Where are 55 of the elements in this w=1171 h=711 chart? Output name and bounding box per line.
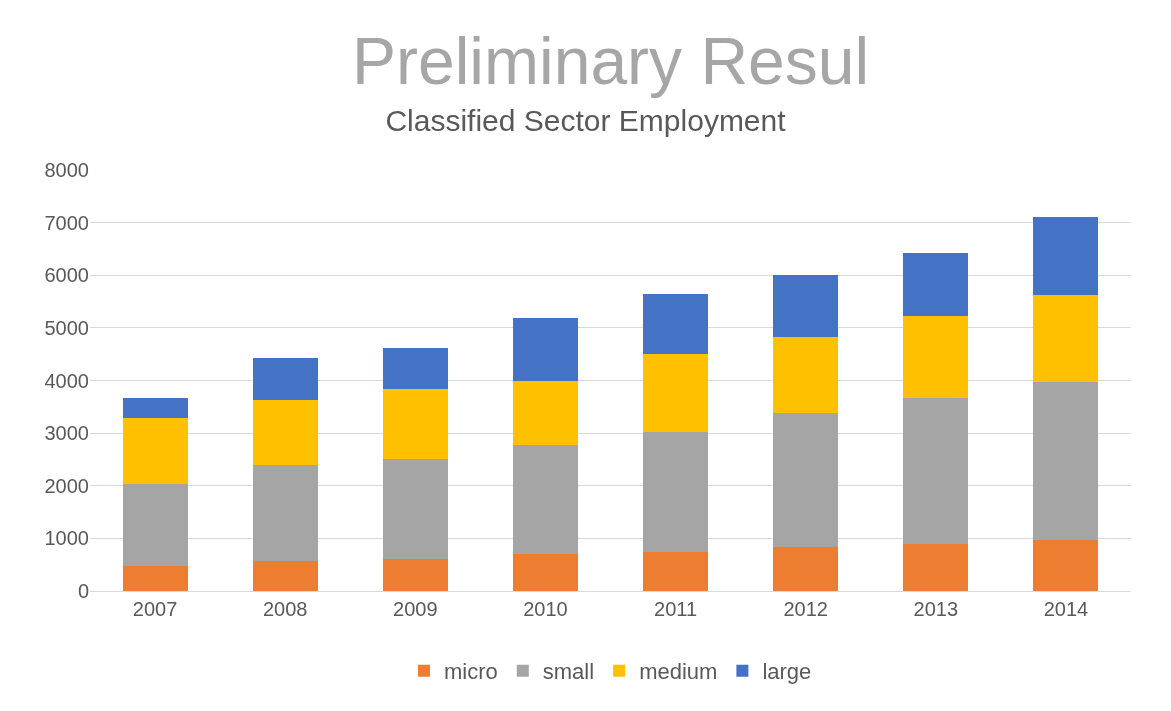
x-tick-label: 2009 [393,598,438,620]
bar [1033,217,1099,295]
bar [643,293,709,355]
bar [252,358,318,400]
bar [643,551,709,591]
x-tick-label: 2007 [132,598,178,620]
bar [1033,539,1099,591]
x-tick-label: 2011 [654,598,698,620]
bar [252,561,318,591]
bar [382,559,448,591]
y-tick-label: 8000 [44,159,89,181]
y-tick-label: 6000 [44,264,89,287]
legend-label: large [762,659,812,685]
bar [903,315,969,398]
bar [512,317,578,381]
bar [122,397,188,419]
bar [1033,381,1099,540]
y-tick-label: 5000 [44,316,89,339]
bar [382,458,448,560]
chart-title: Classified Sector Employment [385,104,787,138]
bar [252,465,318,561]
bar [903,253,969,316]
y-tick-label: 1000 [44,527,89,550]
y-tick-label: 2000 [44,474,89,497]
y-tick-label: 0 [77,580,89,602]
bar [1033,294,1099,382]
bar [903,543,969,591]
y-tick-label: 4000 [44,369,89,392]
x-tick-label: 2013 [913,598,959,620]
x-tick-label: 2012 [783,598,828,620]
y-tick-label: 7000 [44,211,89,234]
bar [382,347,448,390]
x-tick-label: 2014 [1043,598,1089,620]
x-tick-label: 2008 [262,598,308,620]
bar [773,546,839,591]
bar [382,389,448,459]
bar [122,483,188,566]
bar [773,413,839,547]
bar [122,418,188,484]
legend-label: micro [444,659,498,685]
bar [512,380,578,446]
text: Preliminary Resul [352,24,870,98]
y-tick-label: 3000 [44,422,89,445]
legend-label: medium [639,659,718,685]
x-tick-label: 2010 [523,598,568,620]
bar [773,336,839,414]
bar [512,554,578,591]
bar [643,431,709,552]
bar [643,354,709,432]
bar [773,275,839,337]
bar [512,445,578,555]
bar [252,399,318,466]
bar [903,397,969,544]
bar [122,565,188,591]
legend-label: small [542,659,595,685]
